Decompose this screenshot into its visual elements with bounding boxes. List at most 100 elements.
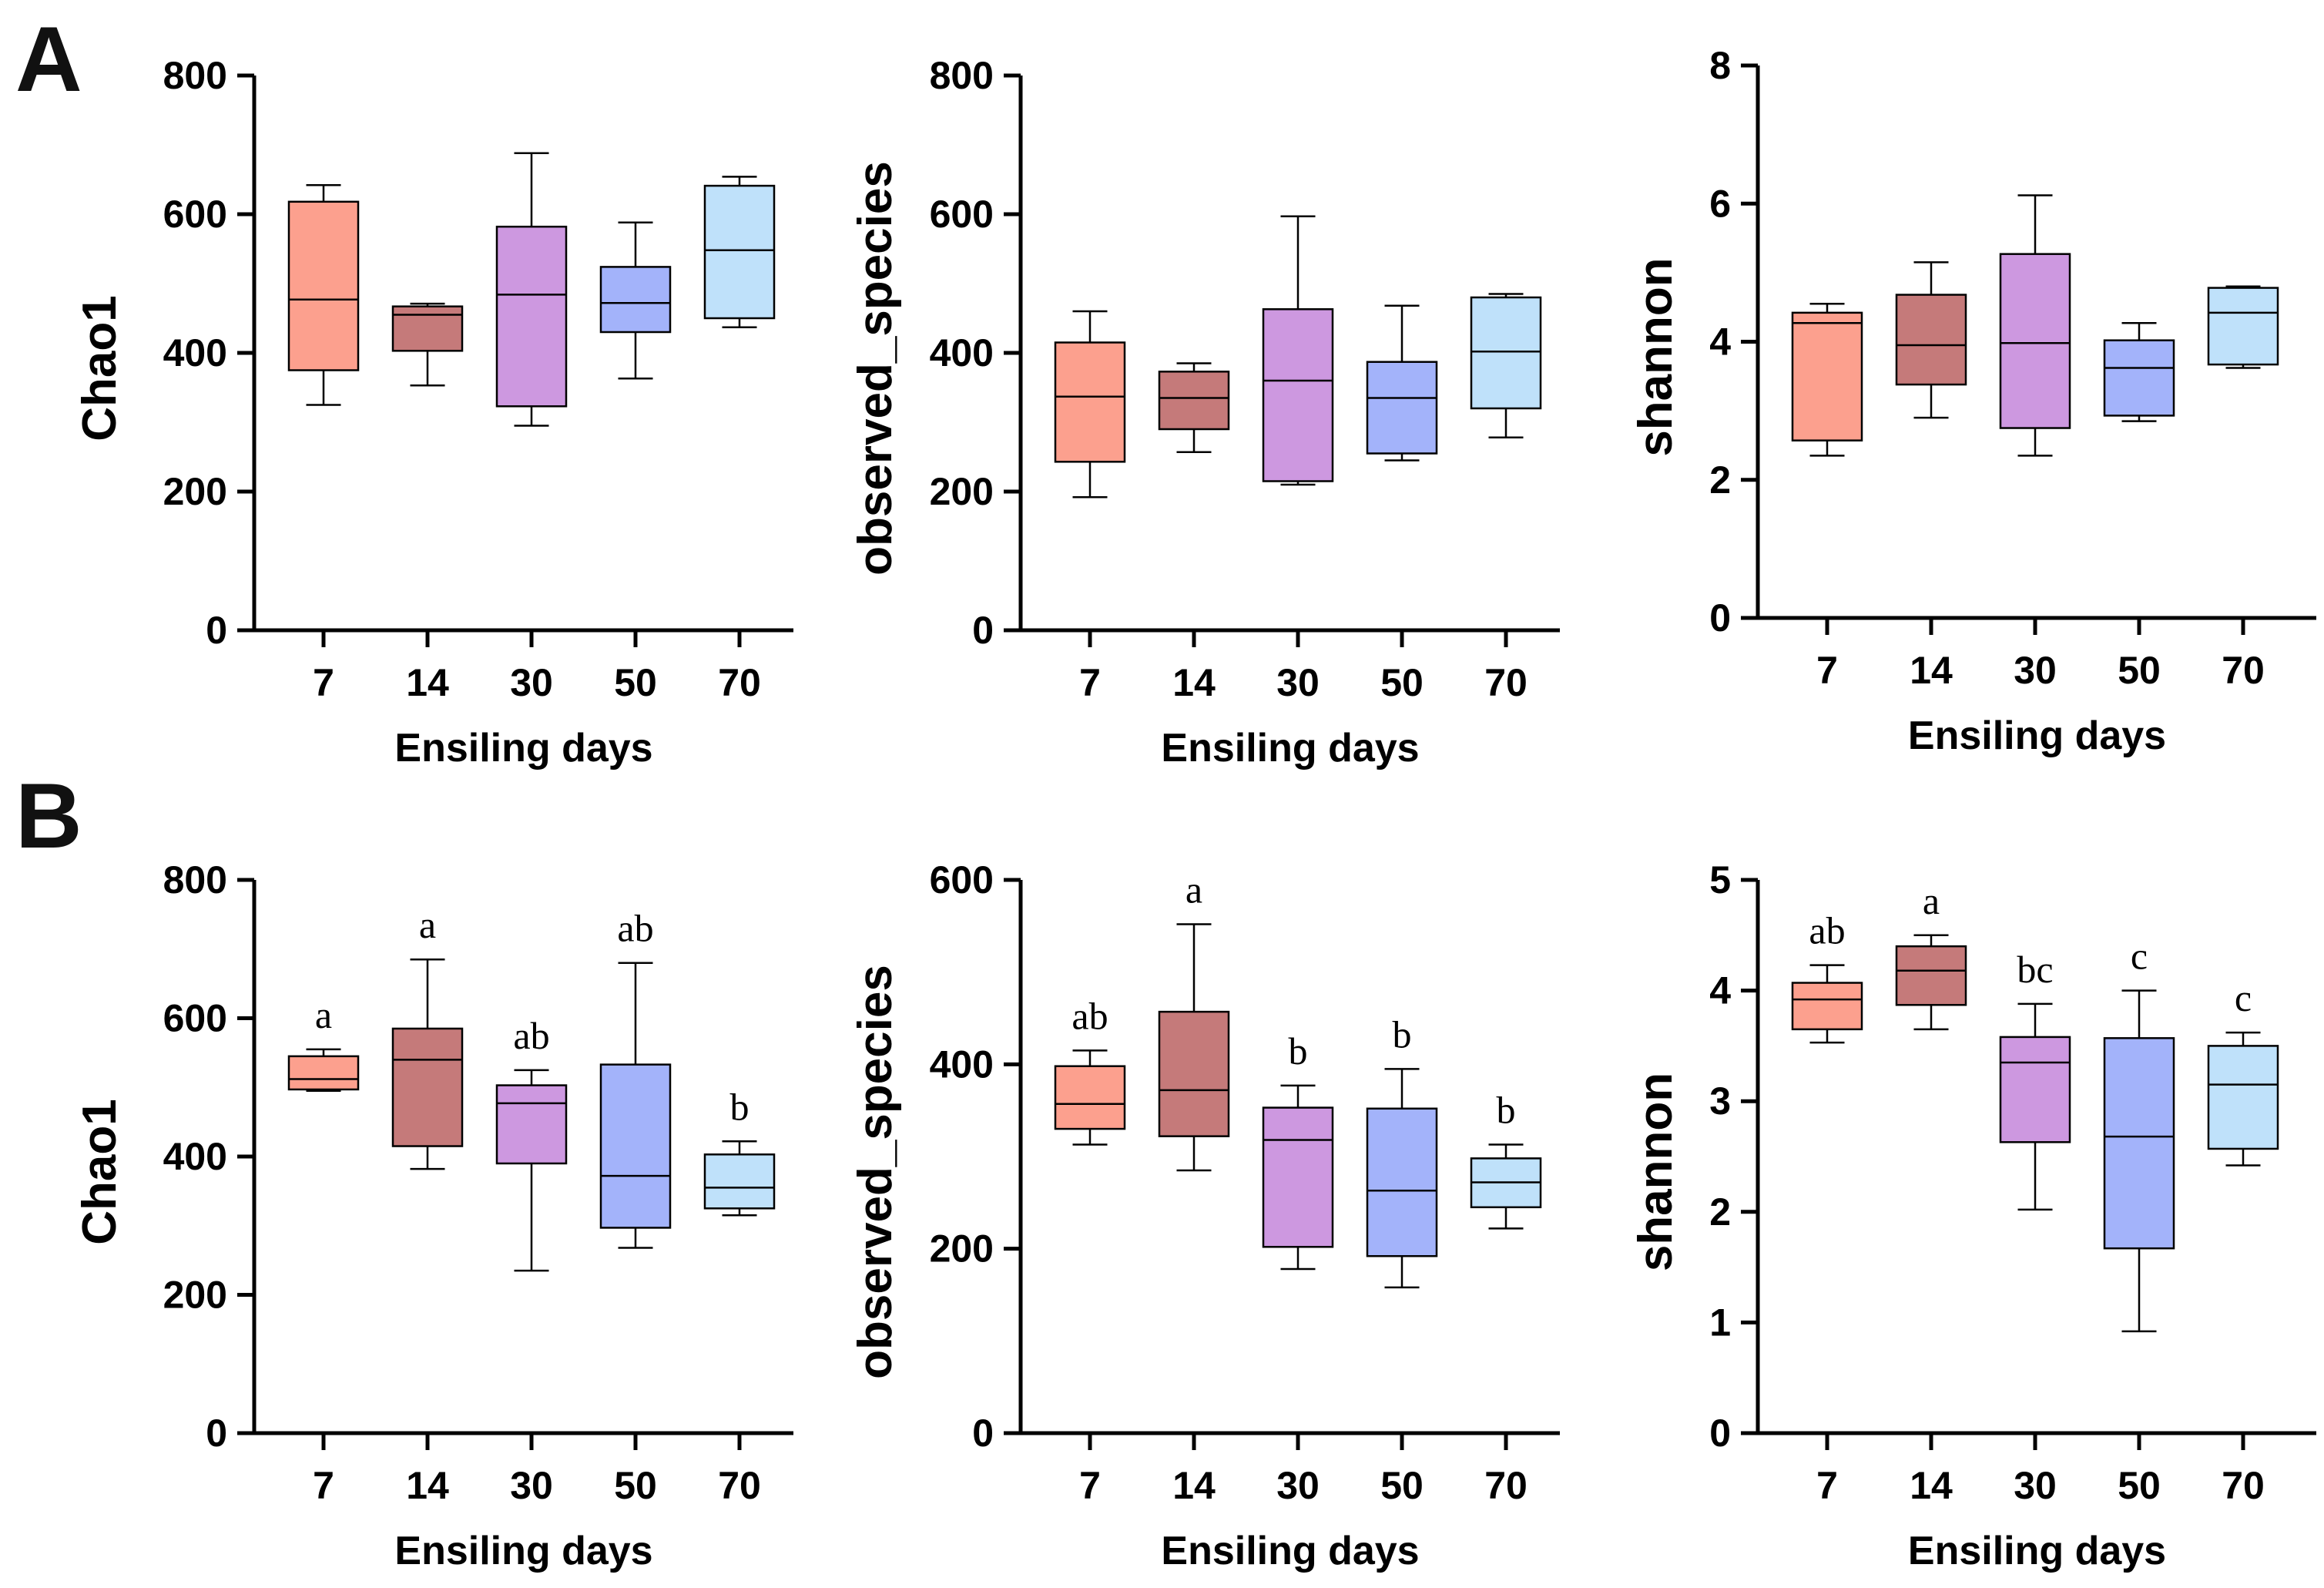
b-shannon-sig-label: c — [2131, 935, 2148, 978]
b-chao1-x-title: Ensiling days — [394, 1529, 652, 1573]
b-chao1-sig-label: b — [730, 1085, 750, 1128]
a-shannon-x-title: Ensiling days — [1908, 713, 2166, 758]
a-shannon-y-title: shannon — [1629, 257, 1682, 456]
a-chao1-box — [495, 225, 568, 408]
a-shannon-y-tick-label: 4 — [1709, 321, 1731, 364]
b-observed-box — [1054, 1065, 1126, 1130]
b-observed-sig-label: b — [1497, 1088, 1516, 1131]
b-chao1-y-tick-label: 800 — [163, 858, 227, 901]
a-chao1-x-tick-label: 70 — [718, 661, 761, 704]
a-shannon-x-tick-label: 70 — [2222, 649, 2265, 692]
b-observed-x-tick-label: 14 — [1172, 1464, 1216, 1507]
panel-label-a: A — [15, 8, 82, 111]
b-shannon-sig-label: bc — [2017, 948, 2053, 991]
b-observed-sig-label: a — [1185, 868, 1202, 911]
a-observed-x-tick-label: 7 — [1079, 661, 1101, 704]
a-chao1-x-tick-label: 7 — [313, 661, 334, 704]
a-shannon-y-tick-label: 0 — [1709, 596, 1731, 640]
a-observed-y-tick-label: 600 — [930, 193, 994, 236]
b-chao1-sig-label: a — [419, 903, 436, 946]
b-chao1-x-tick-label: 7 — [313, 1464, 334, 1507]
b-observed-y-title: observed_species — [849, 965, 902, 1379]
b-shannon-y-tick-label: 3 — [1709, 1079, 1731, 1123]
a-shannon-box — [2207, 287, 2279, 366]
a-shannon-box — [2103, 339, 2175, 417]
a-chao1-y-title: Chao1 — [73, 295, 126, 441]
b-shannon-x-title: Ensiling days — [1908, 1529, 2166, 1573]
a-chao1-y-tick-label: 600 — [163, 193, 227, 236]
a-shannon-y-tick-label: 6 — [1709, 182, 1731, 225]
a-observed-x-tick-label: 14 — [1172, 661, 1216, 704]
b-observed-y-tick-label: 0 — [972, 1412, 994, 1455]
b-chao1-x-tick-label: 14 — [406, 1464, 449, 1507]
b-observed-x-tick-label: 70 — [1484, 1464, 1528, 1507]
b-observed-box — [1262, 1106, 1334, 1248]
a-shannon-x-tick-label: 50 — [2118, 649, 2161, 692]
a-shannon-box — [1895, 294, 1967, 386]
a-observed-y-tick-label: 200 — [930, 470, 994, 513]
a-shannon-y-tick-label: 8 — [1709, 44, 1731, 87]
a-observed-x-tick-label: 50 — [1380, 661, 1424, 704]
a-chao1-x-tick-label: 50 — [614, 661, 657, 704]
b-shannon-x-tick-label: 14 — [1910, 1464, 1953, 1507]
a-observed-box — [1262, 308, 1334, 482]
b-shannon-x-tick-label: 70 — [2222, 1464, 2265, 1507]
b-chao1-y-tick-label: 0 — [206, 1412, 227, 1455]
b-shannon-y-title: shannon — [1629, 1073, 1682, 1271]
b-observed-sig-label: b — [1289, 1029, 1308, 1073]
b-shannon-box — [2103, 1037, 2175, 1250]
b-chao1-y-title: Chao1 — [73, 1099, 126, 1244]
b-chao1-box — [287, 1055, 360, 1091]
a-observed-x-title: Ensiling days — [1161, 726, 1419, 770]
b-chao1-box — [599, 1063, 672, 1229]
b-shannon-x-tick-label: 7 — [1816, 1464, 1838, 1507]
b-chao1-y-tick-label: 600 — [163, 997, 227, 1040]
b-observed-sig-label: b — [1393, 1012, 1412, 1056]
b-shannon-box — [1791, 982, 1863, 1031]
a-chao1-box — [391, 305, 464, 352]
a-chao1-x-tick-label: 14 — [406, 661, 449, 704]
b-chao1-sig-label: a — [315, 993, 332, 1036]
b-chao1-box — [495, 1084, 568, 1165]
a-chao1-y-tick-label: 800 — [163, 54, 227, 97]
b-chao1-x-tick-label: 50 — [614, 1464, 657, 1507]
a-observed-box — [1366, 361, 1438, 455]
a-observed-box — [1158, 371, 1230, 431]
a-chao1-box — [599, 266, 672, 334]
b-chao1-y-tick-label: 400 — [163, 1135, 227, 1178]
b-observed-y-tick-label: 600 — [930, 858, 994, 901]
a-observed-y-tick-label: 800 — [930, 54, 994, 97]
a-observed-box — [1054, 341, 1126, 463]
a-chao1-x-tick-label: 30 — [510, 661, 553, 704]
b-chao1-box — [703, 1153, 776, 1210]
b-shannon-sig-label: a — [1923, 879, 1940, 922]
a-observed-y-tick-label: 0 — [972, 609, 994, 652]
b-observed-y-tick-label: 200 — [930, 1227, 994, 1271]
a-shannon-x-tick-label: 7 — [1816, 649, 1838, 692]
b-shannon-box — [1999, 1036, 2071, 1143]
b-shannon-y-tick-label: 4 — [1709, 969, 1731, 1012]
b-shannon-box — [1895, 945, 1967, 1006]
b-chao1-box — [391, 1027, 464, 1147]
a-observed-y-tick-label: 400 — [930, 331, 994, 374]
b-chao1-sig-label: ab — [617, 907, 653, 950]
a-observed-y-title: observed_species — [849, 161, 902, 576]
b-chao1-sig-label: ab — [513, 1014, 549, 1057]
a-observed-box — [1470, 296, 1542, 410]
a-shannon-y-tick-label: 2 — [1709, 458, 1731, 502]
b-observed-x-tick-label: 50 — [1380, 1464, 1424, 1507]
b-observed-box — [1158, 1010, 1230, 1137]
b-observed-sig-label: ab — [1071, 994, 1108, 1037]
a-shannon-box — [1791, 311, 1863, 441]
b-observed-x-tick-label: 7 — [1079, 1464, 1101, 1507]
b-shannon-y-tick-label: 2 — [1709, 1190, 1731, 1234]
a-chao1-box — [287, 200, 360, 371]
panel-label-b: B — [15, 764, 82, 868]
b-shannon-x-tick-label: 30 — [2014, 1464, 2057, 1507]
a-observed-x-tick-label: 70 — [1484, 661, 1528, 704]
b-shannon-box — [2207, 1045, 2279, 1150]
b-shannon-x-tick-label: 50 — [2118, 1464, 2161, 1507]
b-observed-x-title: Ensiling days — [1161, 1529, 1419, 1573]
a-shannon-box — [1999, 253, 2071, 429]
b-shannon-sig-label: ab — [1809, 909, 1845, 952]
